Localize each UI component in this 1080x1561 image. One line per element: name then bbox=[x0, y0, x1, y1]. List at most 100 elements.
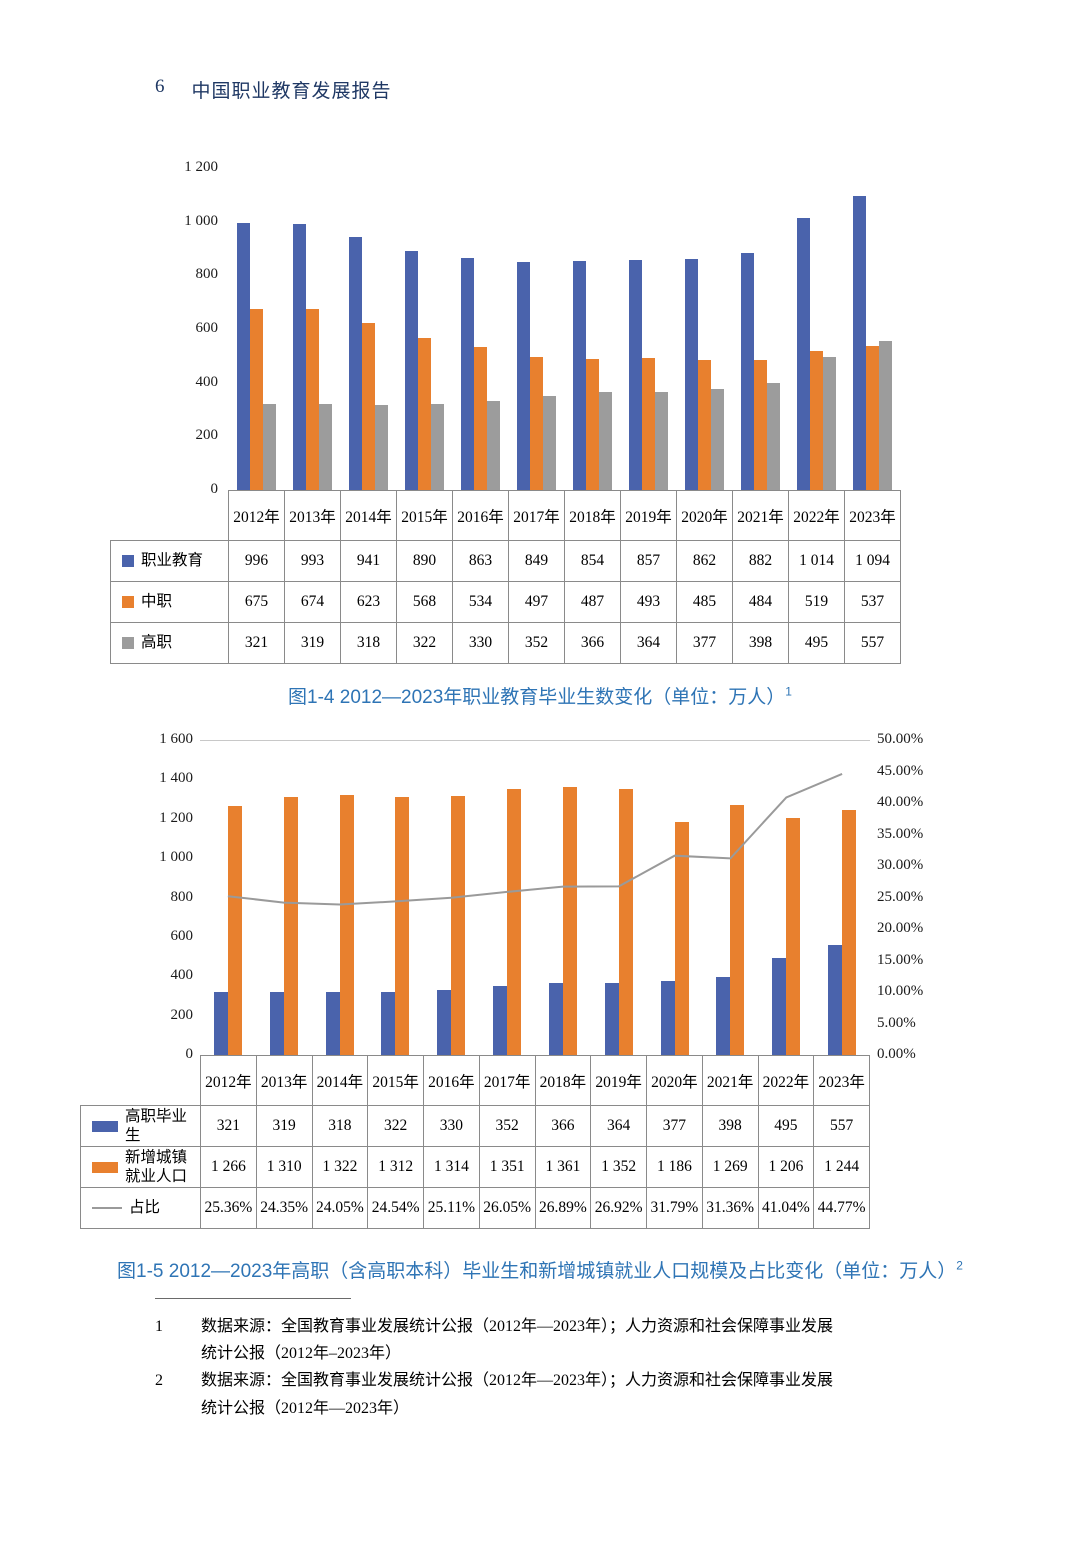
value-cell: 557 bbox=[813, 1105, 870, 1147]
value-cell: 25.36% bbox=[200, 1187, 257, 1229]
legend-label: 职业教育 bbox=[141, 552, 204, 570]
footnote-2-line-2: 统计公报（2012年—2023年） bbox=[201, 1399, 410, 1417]
bar-group-2018年 bbox=[564, 261, 620, 490]
legend-cell: 职业教育 bbox=[110, 540, 229, 582]
value-cell: 1 269 bbox=[701, 1146, 759, 1188]
axis-tick-label: 1 200 bbox=[184, 159, 218, 175]
value-cell: 487 bbox=[564, 581, 621, 623]
bar-职业教育 bbox=[629, 260, 643, 490]
value-cell: 41.04% bbox=[757, 1187, 815, 1229]
value-cell: 398 bbox=[701, 1105, 759, 1147]
footnote-2-text: 数据来源：全国教育事业发展统计公报（2012年—2023年）；人力资源和社会保障… bbox=[201, 1367, 965, 1421]
table-row-高职: 高职 321 319 318 322 330 352 366 364 377 398 495 557 bbox=[110, 622, 901, 664]
year-header-cell: 2016年 bbox=[423, 1055, 480, 1106]
bar-高职 bbox=[262, 404, 276, 490]
value-cell: 26.89% bbox=[534, 1187, 592, 1229]
bar-新增城镇就业人口 bbox=[339, 795, 354, 1055]
bar-高职 bbox=[318, 404, 332, 490]
bar-group-2020年 bbox=[647, 822, 703, 1055]
bar-group-2016年 bbox=[423, 796, 479, 1055]
bar-中职 bbox=[586, 359, 599, 490]
value-cell: 1 361 bbox=[534, 1146, 592, 1188]
bar-中职 bbox=[361, 323, 375, 490]
bar-高职毕业生 bbox=[213, 992, 228, 1055]
value-cell: 25.11% bbox=[423, 1187, 480, 1229]
axis-tick-label: 35.00% bbox=[877, 825, 924, 842]
figure-1-5-y-axis-right: 50.00% 45.00% 40.00% 35.00% 30.00% 25.00% 20.0… bbox=[877, 731, 941, 1062]
value-cell: 1 314 bbox=[423, 1146, 480, 1188]
figure-1-5-y-axis-left: 1 600 1 400 1 200 1 000 800 600 400 200 0 bbox=[80, 731, 194, 1062]
value-cell: 364 bbox=[590, 1105, 647, 1147]
bar-中职 bbox=[698, 360, 712, 490]
bar-legend-marker-icon bbox=[122, 596, 134, 608]
bar-中职 bbox=[305, 309, 319, 490]
axis-tick-label: 400 bbox=[195, 373, 219, 390]
bar-legend-marker-icon bbox=[122, 637, 134, 649]
year-header-cell: 2023年 bbox=[844, 490, 901, 541]
axis-tick-label: 600 bbox=[170, 927, 194, 944]
axis-tick-label: 800 bbox=[195, 266, 219, 283]
bar-legend-marker-icon bbox=[92, 1161, 118, 1173]
bar-职业教育 bbox=[404, 251, 418, 490]
value-cell: 862 bbox=[676, 540, 733, 582]
axis-tick-label: 45.00% bbox=[877, 762, 924, 779]
axis-tick-label: 5.00% bbox=[877, 1014, 916, 1031]
bar-中职 bbox=[473, 347, 487, 490]
value-cell: 557 bbox=[844, 622, 901, 664]
axis-tick-label: 400 bbox=[170, 967, 194, 984]
bar-中职 bbox=[642, 358, 656, 490]
value-cell: 674 bbox=[284, 581, 341, 623]
bar-高职毕业生 bbox=[269, 992, 284, 1055]
value-cell: 1 206 bbox=[757, 1146, 815, 1188]
value-cell: 318 bbox=[311, 1105, 369, 1147]
bar-职业教育 bbox=[236, 223, 250, 490]
legend-label: 占比 bbox=[129, 1199, 161, 1217]
figure-1-4-y-axis: 1 200 1 000 800 600 400 200 0 bbox=[110, 159, 219, 497]
year-header-cell: 2020年 bbox=[676, 490, 733, 541]
bar-group-2015年 bbox=[367, 797, 423, 1055]
bar-高职 bbox=[879, 341, 893, 490]
legend-label: 高职毕业生 bbox=[125, 1107, 188, 1144]
bar-group-2013年 bbox=[256, 797, 312, 1055]
value-cell: 484 bbox=[732, 581, 789, 623]
value-cell: 398 bbox=[732, 622, 789, 664]
axis-tick-label: 30.00% bbox=[877, 857, 924, 873]
bar-职业教育 bbox=[685, 259, 699, 490]
bar-legend-marker-icon bbox=[92, 1120, 118, 1132]
bar-group-2013年 bbox=[284, 224, 340, 490]
bar-中职 bbox=[754, 360, 768, 490]
bar-新增城镇就业人口 bbox=[451, 796, 466, 1055]
bar-高职 bbox=[823, 357, 837, 490]
axis-tick-label: 50.00% bbox=[877, 731, 924, 747]
legend-label: 中职 bbox=[141, 593, 173, 611]
bar-group-2014年 bbox=[312, 795, 368, 1055]
ratio-line-overlay bbox=[227, 772, 843, 906]
year-header-cell: 2015年 bbox=[367, 1055, 424, 1106]
bar-新增城镇就业人口 bbox=[507, 789, 522, 1055]
bar-group-2018年 bbox=[535, 787, 591, 1055]
legend-cell: 中职 bbox=[110, 581, 229, 623]
legend-cell: 高职毕业生 bbox=[80, 1105, 201, 1147]
footnote-2-line-1: 数据来源：全国教育事业发展统计公报（2012年—2023年）；人力资源和社会保障… bbox=[201, 1372, 834, 1390]
bar-新增城镇就业人口 bbox=[618, 789, 633, 1055]
value-cell: 330 bbox=[452, 622, 509, 664]
bar-group-2019年 bbox=[591, 789, 647, 1055]
table-row-高职毕业生: 高职毕业生 321 319 318 322 330 352 366 364 377 398 495 55… bbox=[80, 1105, 870, 1147]
page-header: 6 中国职业教育发展报告 bbox=[155, 76, 392, 103]
axis-tick-label: 0 bbox=[185, 1046, 194, 1062]
value-cell: 1 244 bbox=[813, 1146, 870, 1188]
value-cell: 26.92% bbox=[590, 1187, 647, 1229]
figure-1-4-plot-area bbox=[228, 168, 901, 490]
year-header-row: 2012年 2013年 2014年 2015年 2016年 2017年 2018年 2019年… bbox=[81, 1055, 870, 1106]
footnote-1: 1 数据来源：全国教育事业发展统计公报（2012年—2023年）；人力资源和社会… bbox=[155, 1313, 965, 1367]
year-header-cell: 2013年 bbox=[284, 490, 341, 541]
value-cell: 31.36% bbox=[701, 1187, 759, 1229]
value-cell: 1 310 bbox=[255, 1146, 313, 1188]
footnote-2: 2 数据来源：全国教育事业发展统计公报（2012年—2023年）；人力资源和社会… bbox=[155, 1367, 965, 1421]
value-cell: 1 014 bbox=[788, 540, 845, 582]
line-legend-marker-icon bbox=[92, 1207, 122, 1209]
blank-cell bbox=[81, 1056, 201, 1106]
legend-label: 高职 bbox=[141, 634, 173, 652]
value-cell: 26.05% bbox=[478, 1187, 536, 1229]
bar-group-2012年 bbox=[200, 806, 256, 1055]
